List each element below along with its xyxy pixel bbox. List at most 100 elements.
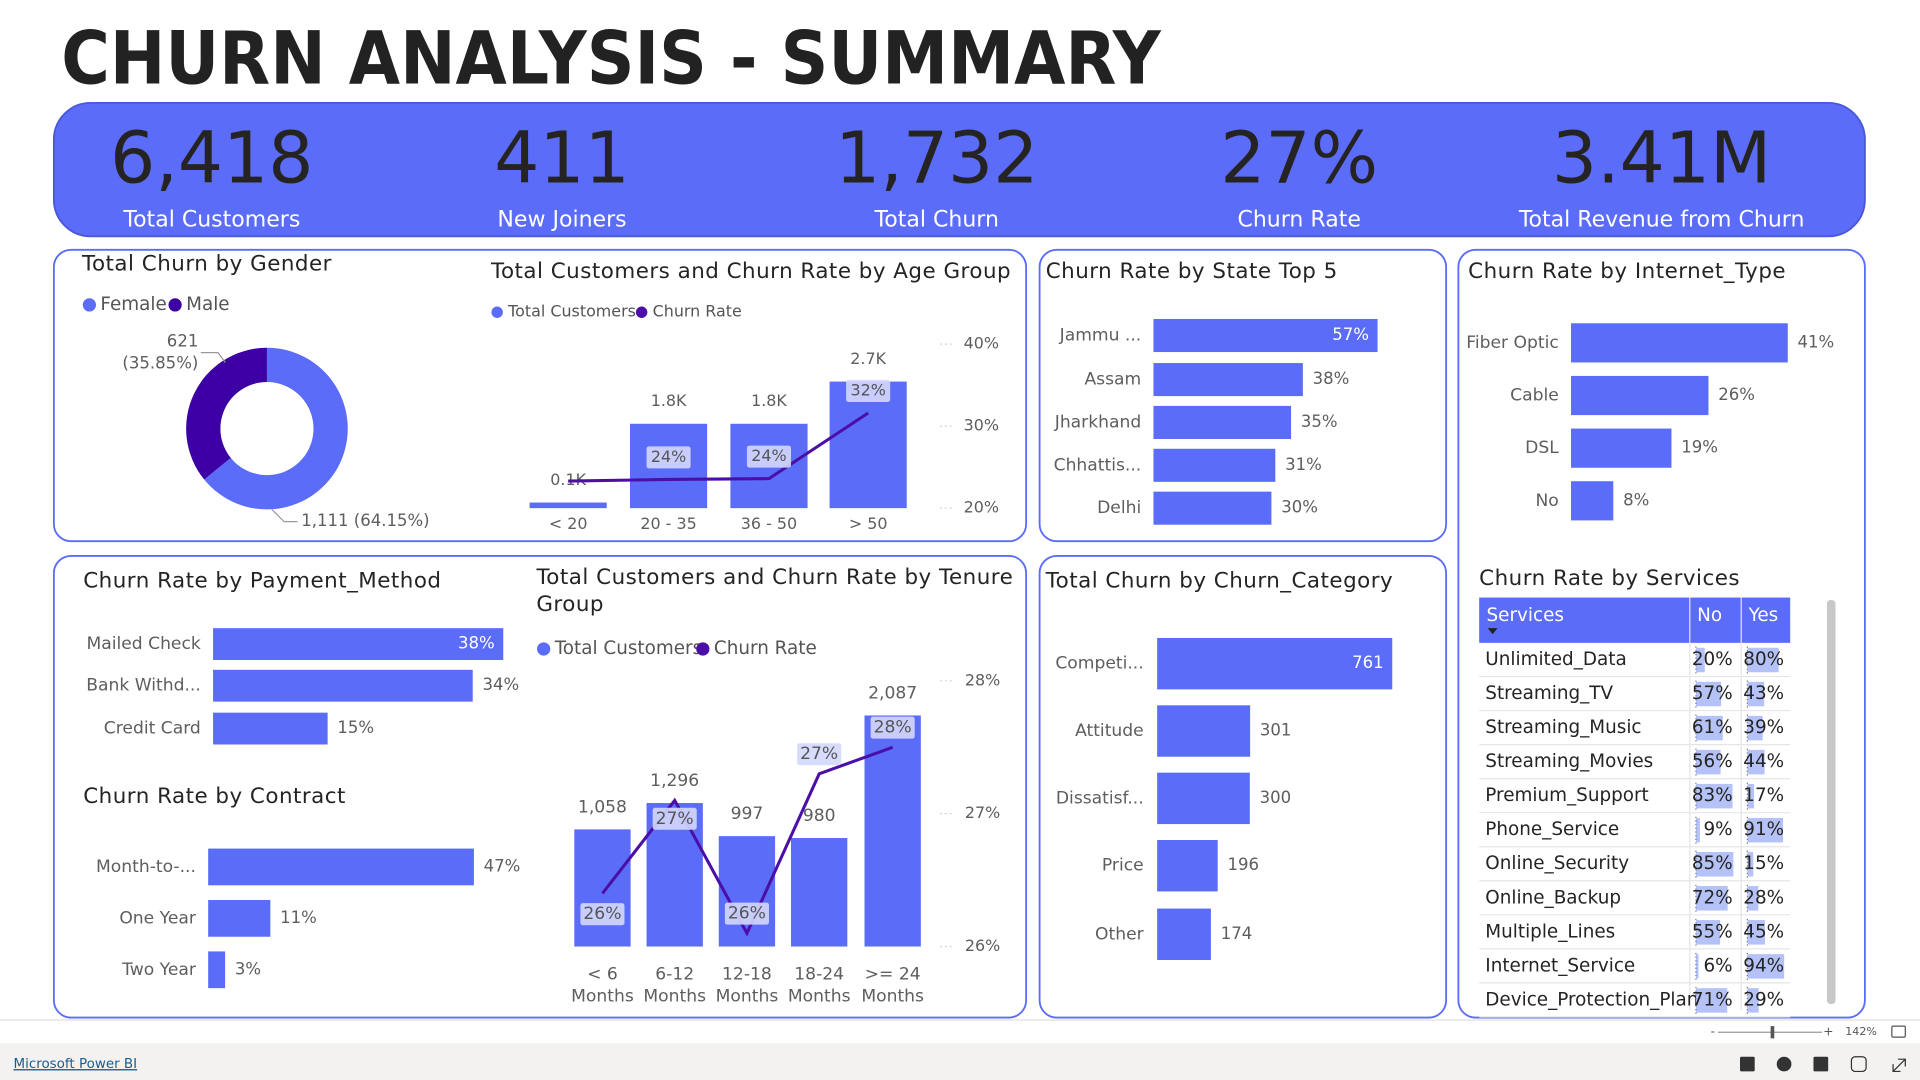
data-label: 1.8K (651, 391, 687, 410)
table-title: Churn Rate by Services (1479, 566, 1740, 591)
legend-label: Churn Rate (653, 302, 742, 321)
bar (1157, 840, 1218, 892)
kpi-label: New Joiners (497, 207, 626, 232)
brand-link[interactable]: Microsoft Power BI (13, 1057, 137, 1072)
table-cell: 91% (1743, 819, 1784, 840)
fit-icon[interactable] (1891, 1025, 1906, 1038)
y-tick-label: Month-to-... (96, 857, 196, 877)
table-cell: Unlimited_Data (1485, 649, 1626, 670)
data-bar (1695, 920, 1721, 945)
scrollbar[interactable] (1826, 600, 1836, 1005)
legend-label: Churn Rate (714, 638, 817, 659)
data-label-bg (580, 903, 625, 926)
data-label: 26% (1718, 385, 1755, 404)
x-tick-label: >= 24 Months (861, 964, 924, 1007)
data-bar (1695, 681, 1722, 707)
data-label: 2.7K (850, 349, 886, 368)
data-label: 300 (1260, 788, 1292, 807)
y2-tick-label: 20% (964, 498, 999, 517)
line (568, 411, 870, 483)
data-bar (1747, 920, 1765, 945)
y-tick-label: Bank Withd... (86, 676, 201, 696)
table-cell: 28% (1743, 887, 1784, 908)
y2-tick-label: 40% (964, 334, 999, 353)
data-label: 997 (731, 804, 764, 824)
table-cell: 20% (1692, 649, 1733, 670)
y-tick-label: Chhattis... (1054, 455, 1142, 475)
donut-slice (186, 347, 267, 480)
linkedin-icon[interactable] (1813, 1056, 1829, 1072)
zoom-out[interactable]: - (1711, 1025, 1715, 1039)
y-tick-label: Credit Card (104, 719, 201, 739)
chart-title: Total Customers and Churn Rate by Age Gr… (490, 259, 1011, 284)
data-label: 27% (656, 809, 694, 829)
data-label: 38% (458, 634, 495, 653)
table-cell: 15% (1743, 853, 1784, 874)
chart-title: Total Customers and Churn Rate by Tenure… (536, 565, 1014, 617)
facebook-icon[interactable] (1740, 1056, 1755, 1072)
zoom-thumb[interactable] (1770, 1026, 1775, 1039)
zoom-level: 142% (1845, 1025, 1877, 1038)
zoom-in[interactable]: + (1823, 1025, 1833, 1039)
data-bar (1695, 852, 1734, 877)
chart-title: Churn Rate by Payment_Method (83, 569, 441, 594)
column-header: No (1697, 605, 1722, 626)
legend-swatch (696, 642, 710, 656)
fullscreen-icon[interactable] (1892, 1058, 1906, 1073)
share-icon[interactable] (1850, 1056, 1867, 1073)
twitter-icon[interactable] (1776, 1056, 1792, 1072)
data-label: 1,058 (578, 797, 627, 817)
x-tick-label-box: 20 - 35 (640, 515, 697, 534)
data-bar (1747, 886, 1759, 911)
kpi-value: 411 (494, 116, 630, 199)
data-bar (1695, 647, 1705, 673)
data-label: 38% (1313, 369, 1350, 388)
bar (1157, 637, 1393, 690)
data-bar (1695, 954, 1699, 979)
data-label-bg (724, 902, 769, 925)
data-label: 174 (1221, 924, 1253, 943)
bar (1157, 908, 1211, 960)
sort-icon (1487, 628, 1498, 635)
chart-title: Total Churn by Churn_Category (1045, 569, 1394, 594)
x-tick-label-box: >= 24 Months (861, 964, 924, 1007)
table-cell: Streaming_TV (1485, 683, 1613, 704)
data-label: 301 (1260, 721, 1292, 740)
leader-line (200, 352, 226, 363)
x-tick-label-box: 12-18 Months (715, 964, 779, 1007)
legend-swatch (82, 298, 96, 312)
data-label: 196 (1227, 855, 1259, 874)
data-label: 1.8K (751, 391, 787, 410)
bar (1157, 772, 1250, 825)
bar (1571, 481, 1614, 521)
x-tick-label: 12-18 Months (715, 964, 779, 1007)
data-label: 26% (583, 904, 621, 924)
data-label: 15% (337, 718, 374, 737)
data-label-box: 621 (35.85%) (122, 332, 198, 373)
data-label-bg (870, 716, 915, 739)
bar (529, 502, 607, 509)
y-tick-label: One Year (119, 908, 197, 928)
y-tick-label: Other (1095, 924, 1145, 944)
table-cell: Premium_Support (1485, 785, 1648, 806)
table-cell: Online_Security (1485, 853, 1629, 874)
bar (208, 900, 271, 937)
table-cell: 61% (1692, 717, 1733, 738)
y-tick-label: Delhi (1097, 498, 1141, 518)
x-tick-label: 20 - 35 (640, 515, 697, 534)
data-bar (1747, 783, 1755, 809)
data-label: 57% (1332, 325, 1369, 344)
x-tick-label-box: 6-12 Months (643, 965, 706, 1007)
data-label: 8% (1623, 490, 1649, 509)
x-tick-label-box: > 50 (848, 515, 888, 534)
chart-title-box: Total Customers and Churn Rate by Tenure… (536, 565, 1014, 617)
x-tick-label: > 50 (848, 515, 888, 534)
table-cell: 9% (1704, 819, 1733, 840)
data-label: 26% (728, 904, 766, 924)
x-tick-label: < 6 Months (571, 964, 634, 1007)
y-tick-label: Jammu ... (1059, 326, 1142, 346)
legend-label: Total Customers (554, 638, 702, 659)
y-tick-label: Mailed Check (86, 634, 200, 654)
y-tick-label: Dissatisf... (1056, 788, 1144, 808)
table-cell: Online_Backup (1485, 887, 1621, 908)
